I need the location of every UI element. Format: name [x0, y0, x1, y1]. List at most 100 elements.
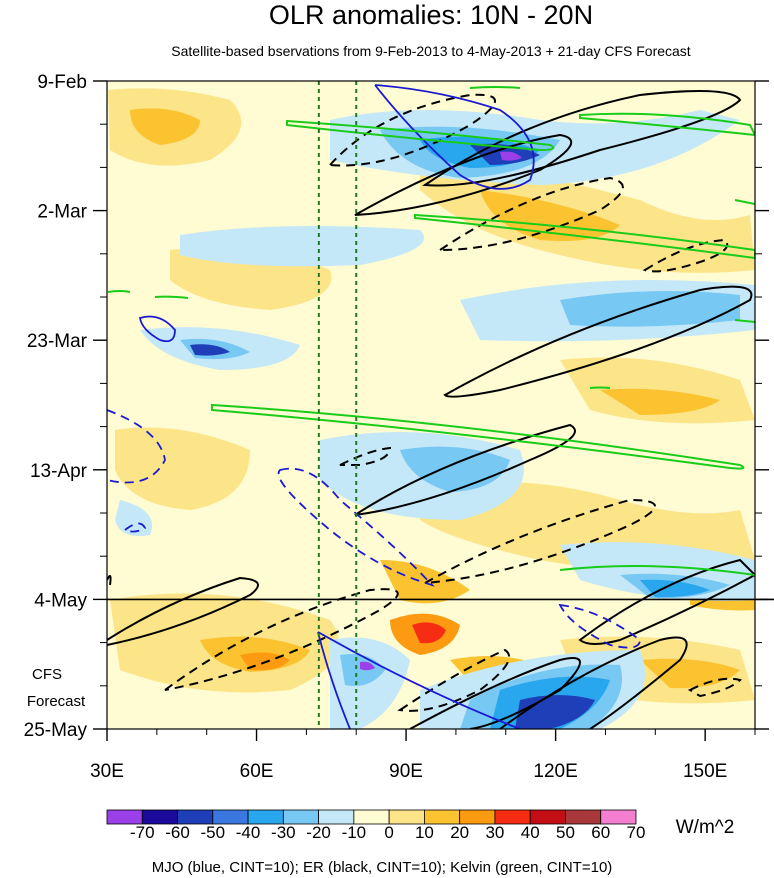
- x-tick-label: 30E: [90, 761, 124, 782]
- kelvin-contour: [154, 295, 189, 299]
- mjo-positive-contour: [374, 84, 535, 190]
- kelvin-contour: [286, 119, 555, 152]
- er-positive-contour: [354, 423, 576, 516]
- mjo-negative-contour: [107, 409, 166, 484]
- mjo-negative-contours: [107, 409, 641, 649]
- er-negative-contour: [642, 238, 729, 273]
- colorbar-label: -40: [236, 823, 261, 842]
- y-tick-label: 25-May: [24, 720, 88, 741]
- colorbar-label: 0: [384, 823, 393, 842]
- colorbar-label: 60: [591, 823, 610, 842]
- colorbar-label: -60: [165, 823, 190, 842]
- colorbar-label: -30: [271, 823, 296, 842]
- colorbar-label: 10: [415, 823, 434, 842]
- colorbar-label: 30: [485, 823, 504, 842]
- colorbar-label: -10: [342, 823, 367, 842]
- x-tick-label: 60E: [240, 761, 274, 782]
- forecast-label-line2: Forecast: [27, 693, 86, 710]
- anomaly-patch: [130, 108, 200, 145]
- colorbar-swatch: [388, 809, 425, 825]
- colorbar-label: -50: [201, 823, 226, 842]
- anomaly-patch: [640, 579, 710, 598]
- anomaly-patch: [600, 388, 720, 415]
- y-tick-label: 23-Mar: [27, 331, 88, 352]
- negative-anomaly-peak: [360, 151, 522, 671]
- mjo-positive-contour: [317, 631, 351, 729]
- anomaly-patch: [115, 500, 152, 536]
- er-negative-contour: [424, 498, 656, 584]
- y-tick-label: 2-Mar: [37, 202, 87, 223]
- er-negative-contour: [436, 176, 624, 252]
- colorbar: -70 -60 -50 -40 -30 -20 -10 0 10 20 30 40 50 60 70: [106, 809, 646, 842]
- x-tick-label: 120E: [533, 761, 577, 782]
- chart-title: OLR anomalies: 10N - 20N: [269, 0, 593, 30]
- y-axis: 9-Feb 2-Mar 23-Mar 13-Apr 4-May 25-May: [24, 72, 769, 741]
- kelvin-contour: [579, 112, 755, 137]
- anomaly-patch: [500, 151, 522, 161]
- colorbar-swatch: [529, 809, 566, 825]
- colorbar-swatch: [459, 809, 496, 825]
- colorbar-label: 20: [450, 823, 469, 842]
- colorbar-swatch: [212, 809, 249, 825]
- kelvin-contour: [469, 86, 521, 89]
- er-negative-contours: [164, 93, 742, 712]
- colorbar-swatch: [106, 809, 143, 825]
- mjo-contours: [138, 84, 535, 729]
- colorbar-swatch: [494, 809, 531, 825]
- plot-frame: [106, 80, 756, 730]
- kelvin-contours: [107, 86, 755, 576]
- er-positive-contour: [499, 636, 688, 729]
- mjo-positive-contour: [317, 631, 521, 729]
- colorbar-swatch: [141, 809, 178, 825]
- kelvin-contour: [589, 386, 611, 389]
- kelvin-contour: [559, 565, 755, 576]
- colorbar-swatch: [353, 809, 390, 825]
- x-tick-label: 90E: [389, 761, 423, 782]
- colorbar-label: 70: [627, 823, 646, 842]
- colorbar-swatch: [565, 809, 602, 825]
- anomaly-patch: [190, 344, 230, 356]
- er-positive-contour: [422, 90, 742, 187]
- plot-area: [106, 80, 774, 730]
- colorbar-swatch: [318, 809, 355, 825]
- anomaly-patch: [115, 427, 250, 510]
- er-negative-contour: [339, 446, 392, 466]
- x-axis: 30E 60E 90E 120E 150E: [90, 729, 756, 782]
- er-negative-contour: [687, 677, 742, 698]
- er-positive-contour: [409, 657, 581, 729]
- colorbar-swatch: [177, 809, 214, 825]
- colorbar-label: -20: [306, 823, 331, 842]
- x-tick-label: 150E: [683, 761, 727, 782]
- anomaly-patch: [412, 622, 446, 644]
- reference-longitude-lines: [317, 81, 358, 729]
- anomaly-patch: [380, 560, 470, 604]
- mjo-positive-contour: [138, 315, 176, 343]
- y-tick-label: 9-Feb: [37, 72, 87, 93]
- colorbar-swatch: [247, 809, 284, 825]
- er-positive-contour: [107, 575, 112, 586]
- anomaly-patch: [360, 661, 375, 671]
- er-negative-contour: [164, 588, 399, 691]
- colorbar-label: 40: [521, 823, 540, 842]
- er-positive-contour: [354, 133, 573, 216]
- kelvin-contour: [107, 290, 131, 293]
- kelvin-contour: [211, 403, 745, 470]
- colorbar-label: 50: [556, 823, 575, 842]
- kelvin-contour: [414, 213, 755, 260]
- colorbar-swatch: [600, 809, 637, 825]
- colorbar-swatch: [423, 809, 461, 825]
- colorbar-swatch: [282, 809, 320, 825]
- forecast-label-line1: CFS: [32, 666, 62, 683]
- anomaly-patch: [180, 226, 424, 267]
- er-contours: [107, 90, 755, 729]
- positive-anomaly-peak: [412, 622, 446, 644]
- mjo-negative-contour: [558, 603, 641, 649]
- anomaly-field: [107, 84, 755, 729]
- anomaly-patch: [560, 291, 740, 327]
- er-positive-contour: [443, 285, 753, 398]
- kelvin-contour: [734, 199, 755, 205]
- mjo-negative-contour: [124, 522, 147, 533]
- er-positive-contour: [107, 576, 259, 646]
- kelvin-contour: [734, 319, 755, 323]
